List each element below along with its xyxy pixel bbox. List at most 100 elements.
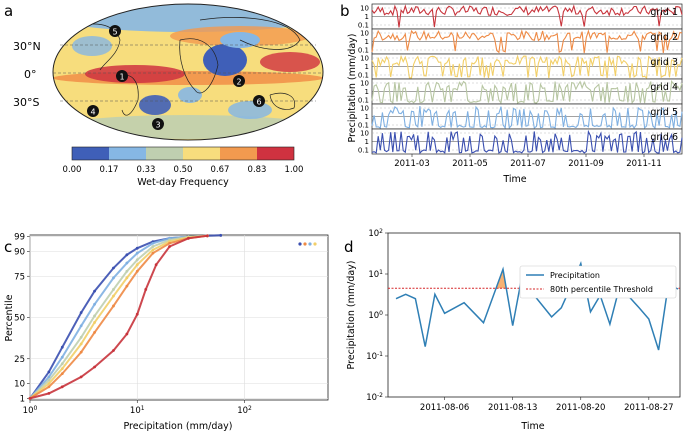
cdf-point — [205, 234, 209, 238]
world-map — [53, 4, 323, 140]
cdf-point — [93, 330, 96, 334]
cdf-point — [93, 289, 96, 293]
cdf-point — [219, 233, 223, 237]
panel-c-ytick: 10 — [14, 380, 25, 390]
panel-c-xtick: 101 — [130, 405, 145, 417]
cdf-point — [168, 241, 171, 245]
panel-b-xlabel: Time — [502, 174, 526, 185]
grid-markers: 1 2 3 4 5 6 — [87, 25, 265, 130]
cdf-point — [60, 355, 64, 359]
svg-text:5: 5 — [112, 28, 117, 37]
grid-5-ytick: 0.1 — [358, 122, 369, 130]
grid-2-line — [371, 29, 683, 54]
cdf-point — [60, 372, 64, 375]
cdf-point — [112, 294, 115, 298]
cdf-point — [151, 245, 155, 248]
cdf-point — [47, 370, 51, 374]
cdf-point — [151, 241, 155, 245]
cdf-point — [135, 312, 139, 316]
panel-c-ylabel: Percentile — [4, 294, 15, 341]
grid-3-label: grid 3 — [650, 57, 678, 68]
colorbar-segment-6 — [257, 147, 294, 160]
grid-6-ytick: 10 — [360, 130, 369, 138]
cdf-line-grid-2 — [29, 234, 208, 400]
colorbar-tick-1: 0.17 — [100, 165, 119, 175]
panel-d-xlabel: Time — [520, 421, 544, 432]
cdf-point — [112, 266, 115, 270]
legend-precip-label: Precipitation — [550, 271, 600, 280]
cdf-extreme-dot — [308, 242, 312, 246]
cdf-point — [79, 324, 83, 328]
grid-3-ytick: 0.1 — [358, 72, 369, 80]
panel-c-xtick: 102 — [237, 405, 252, 417]
colorbar: 0.00 0.17 0.33 0.50 0.67 0.83 1.00 Wet-d… — [63, 146, 304, 188]
cdf-point — [154, 263, 158, 267]
colorbar-segment-2 — [109, 147, 146, 160]
marker-2: 2 — [233, 75, 245, 87]
panel-c-label: c — [4, 238, 12, 256]
cdf-point — [125, 276, 129, 280]
cdf-point — [112, 349, 115, 352]
cdf-point — [135, 246, 139, 250]
cdf-point — [28, 396, 32, 400]
panel-b-xtick: 2011-07 — [510, 159, 546, 169]
panel-d-legend: Precipitation 80th percentile Threshold — [519, 265, 677, 299]
panel-d-ytick: 100 — [368, 310, 383, 322]
panel-b-xtick: 2011-03 — [394, 159, 430, 169]
cdf-point — [47, 385, 51, 389]
grid-1-line — [371, 4, 683, 28]
cdf-point — [79, 350, 83, 354]
grid-6-ytick: 0.1 — [358, 147, 369, 155]
grid-4-label: grid 4 — [650, 82, 678, 93]
cdf-point — [125, 269, 129, 273]
cdf-point — [112, 288, 115, 291]
panel-d-xtick: 2011-08-13 — [488, 403, 537, 413]
panel-c-xlabel: Precipitation (mm/day) — [124, 421, 233, 432]
colorbar-segment-5 — [220, 147, 257, 160]
cdf-extreme-dot — [303, 242, 307, 246]
grid-3-ytick: 10 — [360, 55, 369, 63]
cdf-point — [93, 365, 96, 369]
grid-4-ytick: 1 — [365, 88, 369, 96]
cdf-point — [125, 284, 129, 288]
panel-c-ytick: 25 — [14, 355, 25, 365]
cdf-point — [125, 261, 129, 265]
colorbar-tick-5: 0.83 — [248, 165, 267, 175]
colorbar-tick-4: 0.67 — [211, 165, 230, 175]
grid-2-ytick: 0.1 — [358, 47, 369, 55]
colorbar-tick-3: 0.50 — [174, 165, 193, 175]
grid-5-label: grid 5 — [650, 107, 678, 118]
panel-d-threshold: 10-2 10-1 100 101 102 2011-08-06 2011-08-13 201… — [366, 228, 681, 413]
cdf-point — [93, 314, 96, 318]
colorbar-segment-1 — [72, 147, 109, 160]
cdf-point — [60, 362, 64, 366]
cdf-point — [135, 258, 139, 262]
panel-d-ytick: 10-1 — [366, 351, 383, 363]
colorbar-tick-6: 1.00 — [285, 165, 304, 175]
cdf-point — [135, 269, 139, 273]
marker-4: 4 — [87, 105, 99, 117]
precipitation-line — [395, 260, 679, 351]
colorbar-label: Wet-day Frequency — [137, 177, 229, 188]
lat-label-30n: 30°N — [13, 40, 41, 53]
cdf-point — [47, 375, 51, 379]
grid-1-ytick: 1 — [365, 13, 369, 21]
legend-threshold-label: 80th percentile Threshold — [550, 285, 653, 294]
cdf-point — [187, 236, 190, 240]
cdf-point — [168, 245, 171, 248]
cdf-extreme-dot — [298, 242, 302, 246]
cdf-point — [47, 392, 51, 395]
panel-c-xtick: 100 — [23, 405, 38, 417]
cdf-point — [93, 302, 96, 306]
panel-b-xtick: 2011-11 — [626, 159, 662, 169]
panel-d-ytick: 101 — [368, 269, 383, 281]
panel-c-ytick: 75 — [14, 272, 25, 282]
cdf-point — [79, 335, 83, 339]
panel-d-xtick: 2011-08-20 — [556, 403, 605, 413]
grid-2-ytick: 10 — [360, 30, 369, 38]
map-border — [52, 3, 324, 141]
svg-text:2: 2 — [236, 78, 241, 87]
